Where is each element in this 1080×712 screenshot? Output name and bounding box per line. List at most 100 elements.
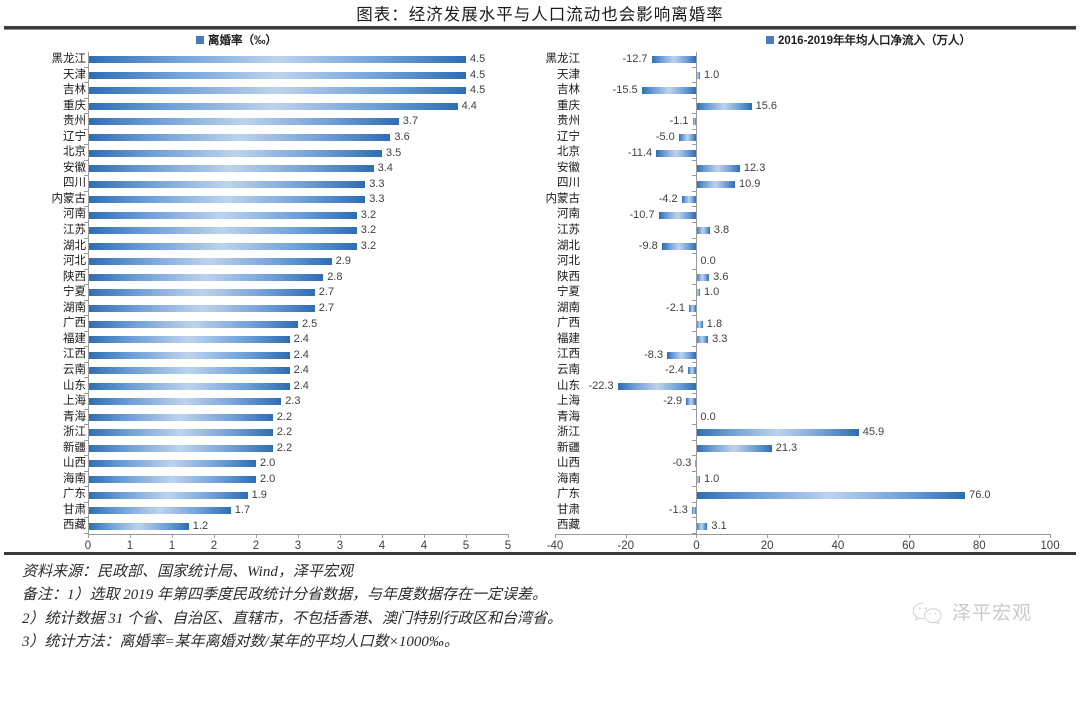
- axis-tick: [84, 455, 88, 457]
- axis-tick: [84, 113, 88, 115]
- bar-row: 海南 2.0: [0, 472, 520, 488]
- category-label: 宁夏: [557, 286, 580, 299]
- axis-tick: [692, 299, 697, 301]
- bar-value-label: 15.6: [755, 99, 777, 112]
- x-axis-tick: [979, 534, 981, 539]
- category-label: 上海: [557, 395, 580, 408]
- category-label: 云南: [557, 363, 580, 376]
- axis-tick: [84, 517, 88, 519]
- bar-value-label: 2.4: [293, 364, 309, 377]
- bar-row: 山东 -22.3: [520, 378, 1076, 395]
- axis-tick: [692, 377, 697, 379]
- bar: [88, 273, 324, 281]
- bar: [88, 196, 366, 204]
- bar-value-label: 2.2: [276, 410, 293, 423]
- bar-row: 辽宁 -5.0: [520, 130, 1076, 146]
- bar-row: 辽宁 3.6: [0, 130, 520, 146]
- bar-row: 四川 10.9: [520, 176, 1076, 192]
- bar-row: 河南 -10.7: [520, 207, 1076, 224]
- axis-tick: [692, 284, 697, 286]
- axis-tick: [84, 377, 88, 379]
- bar: [88, 87, 466, 95]
- axis-tick: [692, 82, 697, 84]
- axis-tick: [692, 190, 697, 192]
- bar: [88, 227, 357, 235]
- bar: [88, 336, 290, 344]
- x-axis-tick-label: 5: [504, 540, 512, 553]
- chart-divorce-rate: 离婚率（‰） 黑龙江 4.5 天津 4.5 吉林 4.5 重庆 4.4 贵州 3.7 辽宁 3.6 北京…: [0, 30, 520, 552]
- axis-tick: [84, 206, 88, 208]
- bar-row: 吉林 4.5: [0, 83, 520, 99]
- bar: [696, 476, 700, 484]
- bar-value-label: 3.7: [402, 115, 419, 128]
- bar-row: 宁夏 1.0: [520, 285, 1076, 301]
- category-label: 内蒙古: [51, 192, 87, 205]
- bar: [88, 305, 315, 313]
- bar-row: 河北 2.9: [0, 254, 520, 270]
- bar: [696, 491, 966, 499]
- category-label: 广东: [63, 488, 86, 501]
- category-label: 重庆: [557, 99, 580, 112]
- category-label: 宁夏: [63, 286, 86, 299]
- bar-row: 青海 0.0: [520, 410, 1076, 426]
- bar: [696, 273, 710, 281]
- plot-area-right: 黑龙江 -12.7 天津 1.0 吉林 -15.5 重庆 15.6 贵州 -1.1 辽宁 -5.0 北京…: [520, 52, 1076, 552]
- legend-label: 离婚率（‰）: [208, 35, 277, 47]
- bar-row: 河南 3.2: [0, 207, 520, 224]
- bar-value-label: 1.8: [706, 317, 723, 330]
- bar-row: 山东 2.4: [0, 378, 520, 395]
- bar-value-label: -11.4: [627, 146, 653, 159]
- bar: [88, 180, 366, 188]
- category-label: 甘肃: [557, 503, 580, 516]
- x-axis-tick-label: 100: [1040, 540, 1060, 553]
- axis-tick: [692, 175, 697, 177]
- x-axis-tick: [625, 534, 627, 539]
- category-label: 河南: [63, 208, 86, 221]
- bar: [661, 242, 697, 250]
- bar-value-label: 2.4: [293, 379, 309, 392]
- x-axis-tick: [298, 534, 299, 539]
- bar-value-label: 2.8: [327, 270, 343, 283]
- category-label: 陕西: [63, 270, 86, 283]
- footer-divider: [4, 552, 1076, 555]
- axis-tick: [692, 253, 697, 255]
- axis-tick: [84, 222, 88, 224]
- category-label: 甘肃: [63, 503, 86, 516]
- category-label: 吉林: [557, 84, 580, 97]
- bar-row: 北京 -11.4: [520, 145, 1076, 161]
- bar-row: 湖南 -2.1: [520, 301, 1076, 317]
- bar-value-label: 1.2: [192, 519, 209, 532]
- axis-tick: [692, 144, 697, 146]
- bar-row: 湖北 -9.8: [520, 239, 1076, 255]
- bar-value-label: 2.2: [276, 426, 293, 439]
- bar-row: 上海 2.3: [0, 394, 520, 410]
- bar-value-label: 3.3: [369, 193, 385, 206]
- bar: [617, 382, 697, 390]
- bar-row: 四川 3.3: [0, 176, 520, 192]
- axis-tick: [84, 439, 88, 441]
- x-axis-tick: [767, 534, 769, 539]
- bar-row: 内蒙古 -4.2: [520, 192, 1076, 208]
- axis-tick: [84, 408, 88, 410]
- bar-value-label: 12.3: [743, 162, 766, 175]
- axis-tick: [84, 299, 88, 301]
- bar: [88, 211, 357, 219]
- x-axis-tick: [214, 534, 215, 539]
- axis-tick: [84, 159, 88, 161]
- bar-row: 广东 76.0: [520, 487, 1076, 503]
- bar-row: 黑龙江 4.5: [0, 52, 520, 68]
- category-label: 河南: [557, 208, 580, 221]
- legend-swatch-icon: [196, 36, 204, 44]
- bar-value-label: -2.4: [664, 364, 684, 377]
- bar: [88, 351, 290, 359]
- bar-row: 江苏 3.2: [0, 223, 520, 239]
- bar: [88, 382, 290, 390]
- bar-row: 重庆 4.4: [0, 99, 520, 115]
- bar-value-label: 3.4: [377, 162, 393, 175]
- axis-tick: [692, 361, 697, 363]
- axis-tick: [692, 113, 697, 115]
- category-label: 福建: [63, 332, 86, 345]
- bar-value-label: 3.3: [712, 333, 728, 346]
- bar-value-label: 4.4: [461, 99, 477, 112]
